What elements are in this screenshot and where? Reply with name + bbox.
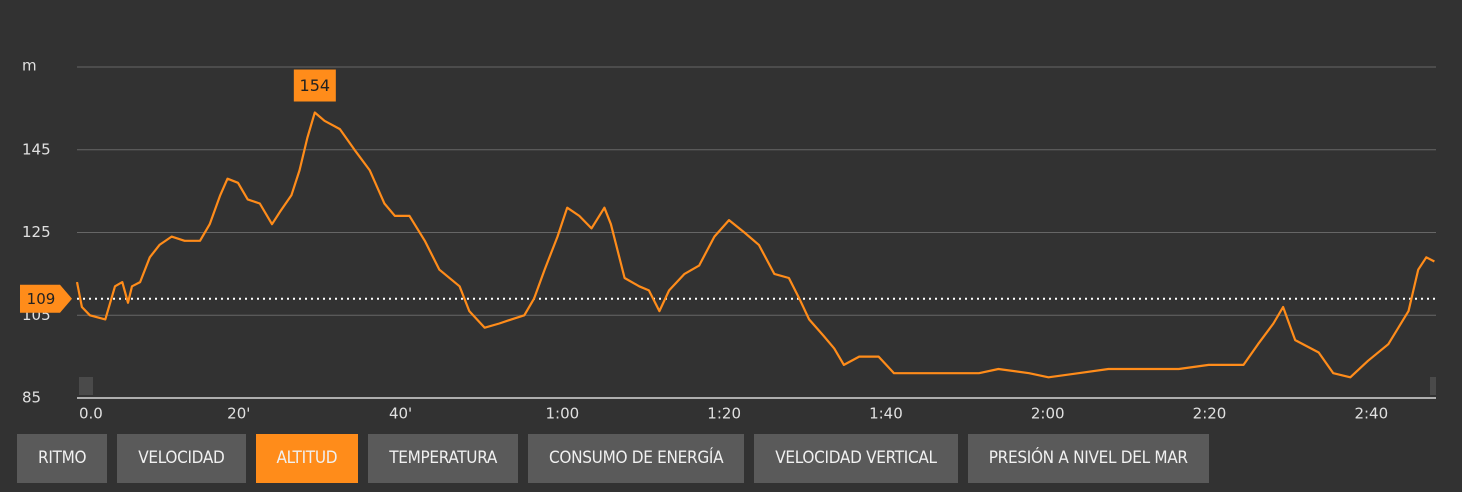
tab-bar: RITMO VELOCIDAD ALTITUD TEMPERATURA CONSUMO …	[17, 434, 1209, 483]
tab[interactable]: VELOCIDAD	[117, 434, 246, 483]
x-tick-label: 20'	[227, 405, 250, 423]
tab[interactable]: TEMPERATURA	[368, 434, 518, 483]
x-tick-label: 0.0	[79, 405, 103, 423]
reference-marker	[20, 284, 72, 313]
y-tick-label: 85	[22, 389, 41, 407]
tab[interactable]: PRESIÓN A NIVEL DEL MAR	[967, 434, 1209, 483]
altitude-line	[75, 111, 1435, 379]
tab[interactable]: CONSUMO DE ENERGÍA	[528, 434, 745, 483]
reference-label: 109	[27, 290, 56, 308]
y-tick-label: 145	[22, 140, 51, 158]
tab[interactable]: RITMO	[17, 434, 108, 483]
x-tick-label: 1:40	[869, 405, 903, 423]
tab[interactable]: VELOCIDAD VERTICAL	[754, 434, 958, 483]
max-label: 154	[300, 76, 331, 95]
x-tick-label: 2:40	[1354, 405, 1388, 423]
x-tick-label: 1:20	[707, 405, 741, 423]
tab[interactable]: ALTITUD	[255, 434, 359, 483]
x-tick-label: 2:20	[1193, 405, 1227, 423]
x-tick-label: 2:00	[1031, 405, 1065, 423]
y-tick-label: 125	[22, 223, 51, 241]
x-tick-label: 1:00	[546, 405, 580, 423]
scroll-handle[interactable]	[79, 377, 93, 395]
max-badge	[293, 69, 336, 102]
y-unit-label: m	[22, 57, 37, 75]
x-tick-label: 40'	[389, 405, 412, 423]
scroll-handle[interactable]	[1430, 377, 1436, 395]
